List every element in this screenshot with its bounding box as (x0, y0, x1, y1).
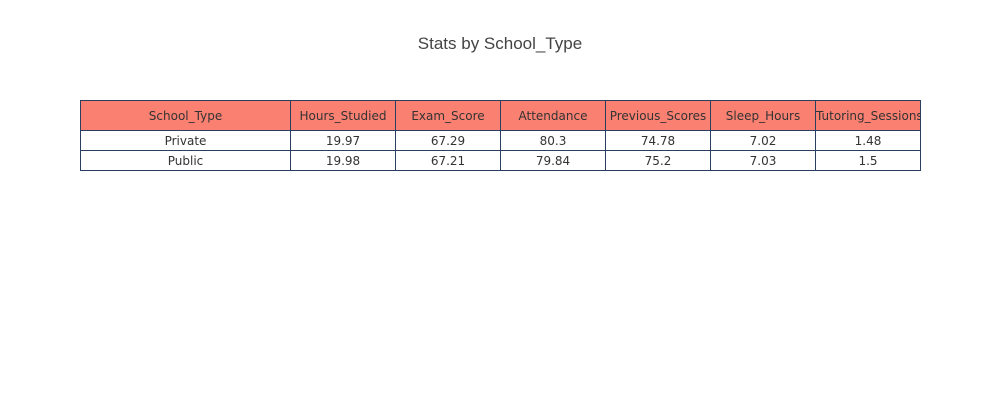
column-header: Hours_Studied (290, 100, 396, 131)
table-cell: 19.98 (290, 150, 396, 171)
column-header: Previous_Scores (605, 100, 711, 131)
table-cell: 75.2 (605, 150, 711, 171)
table-row: Private 19.97 67.29 80.3 74.78 7.02 1.48 (80, 130, 921, 151)
table-cell: 74.78 (605, 130, 711, 151)
column-header: School_Type (80, 100, 291, 131)
column-header: Exam_Score (395, 100, 501, 131)
table-cell: 7.03 (710, 150, 816, 171)
table-cell: 67.21 (395, 150, 501, 171)
table-row: Public 19.98 67.21 79.84 75.2 7.03 1.5 (80, 150, 921, 171)
table-cell: 67.29 (395, 130, 501, 151)
chart-title: Stats by School_Type (417, 34, 583, 53)
table-cell: 19.97 (290, 130, 396, 151)
table-cell: 1.5 (815, 150, 921, 171)
column-header: Sleep_Hours (710, 100, 816, 131)
table-cell: 79.84 (500, 150, 606, 171)
table-cell: Private (80, 130, 291, 151)
table-header-row: School_Type Hours_Studied Exam_Score Att… (80, 100, 921, 131)
column-header: Tutoring_Sessions (815, 100, 921, 131)
column-header: Attendance (500, 100, 606, 131)
stats-table: School_Type Hours_Studied Exam_Score Att… (80, 100, 921, 171)
table-cell: 80.3 (500, 130, 606, 151)
table-cell: 7.02 (710, 130, 816, 151)
table-cell: 1.48 (815, 130, 921, 151)
table-cell: Public (80, 150, 291, 171)
